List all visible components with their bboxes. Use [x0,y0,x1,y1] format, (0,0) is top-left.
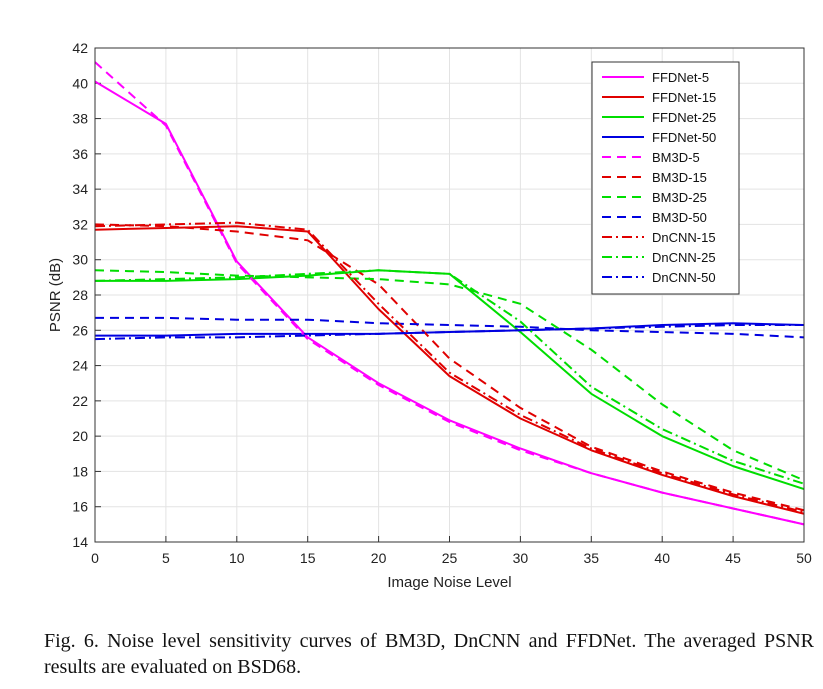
x-tick-label: 35 [584,550,600,566]
legend-label-bm3d-5: BM3D-5 [652,150,700,165]
legend-label-ffdnet-15: FFDNet-15 [652,90,716,105]
y-tick-label: 42 [72,40,88,56]
y-axis-title: PSNR (dB) [47,258,64,332]
y-tick-label: 34 [72,181,88,197]
series-line-bm3d-15 [94,223,805,512]
legend: FFDNet-5 FFDNet-15 FFDNet-25 FFDNet-50 BM3D-… [591,61,740,295]
y-tick-label: 30 [72,252,88,268]
x-tick-label: 5 [162,550,170,566]
series-lines [94,61,805,526]
y-tick-label: 22 [72,393,88,409]
axis-ticks: 0 5 10 15 20 25 30 35 40 45 50 14 16 18 20 22 24 26 28 30 32… [72,40,812,566]
legend-label-ffdnet-50: FFDNet-50 [652,130,716,145]
legend-label-bm3d-50: BM3D-50 [652,210,707,225]
legend-label-dncnn-25: DnCNN-25 [652,250,716,265]
series-line-dncnn-50 [94,323,804,341]
legend-box [591,61,740,295]
figure-caption: Fig. 6. Noise level sensitivity curves o… [44,630,814,678]
series-line-bm3d-25 [94,269,805,482]
y-tick-label: 36 [72,146,88,162]
series-line-bm3d-50 [95,316,805,339]
legend-label-dncnn-15: DnCNN-15 [652,230,716,245]
y-tick-label: 32 [72,216,88,232]
series-line-ffdnet-15 [94,225,805,515]
series-line-dncnn-15 [94,221,805,513]
x-axis-title: Image Noise Level [387,574,511,591]
x-tick-label: 40 [654,550,670,566]
plot-frame [94,47,805,543]
series-line-bm3d-5 [94,61,805,526]
legend-label-dncnn-50: DnCNN-50 [652,270,716,285]
legend-label-ffdnet-5: FFDNet-5 [652,70,709,85]
x-tick-label: 10 [229,550,245,566]
x-tick-label: 20 [371,550,387,566]
y-tick-label: 20 [72,428,88,444]
series-line-dncnn-25 [94,269,805,485]
x-tick-label: 30 [513,550,529,566]
y-tick-label: 14 [72,534,88,550]
y-tick-label: 28 [72,287,88,303]
noise-sensitivity-chart: 0 5 10 15 20 25 30 35 40 45 50 14 16 18 20 22 24 26 28 30 32… [47,40,812,591]
y-tick-label: 40 [72,75,88,91]
y-tick-label: 24 [72,358,88,374]
legend-label-bm3d-25: BM3D-25 [652,190,707,205]
y-tick-label: 26 [72,322,88,338]
x-tick-label: 0 [91,550,99,566]
x-tick-label: 50 [796,550,812,566]
y-tick-label: 38 [72,111,88,127]
legend-label-ffdnet-25: FFDNet-25 [652,110,716,125]
y-tick-label: 16 [72,499,88,515]
legend-label-bm3d-15: BM3D-15 [652,170,707,185]
x-tick-label: 25 [442,550,458,566]
x-tick-label: 45 [725,550,741,566]
y-tick-label: 18 [72,463,88,479]
x-tick-label: 15 [300,550,316,566]
